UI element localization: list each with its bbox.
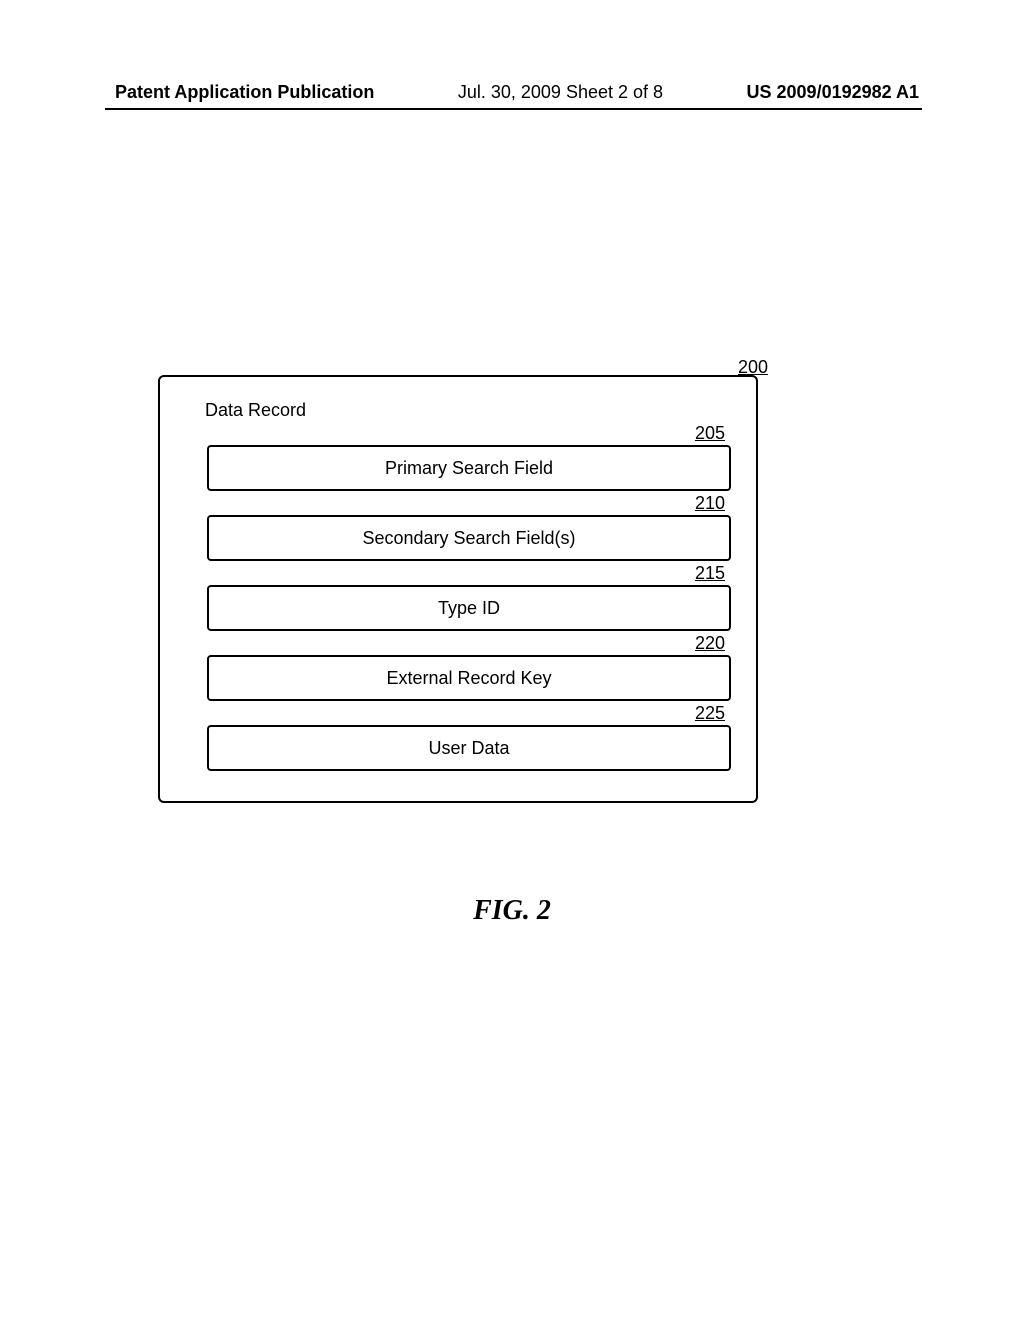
- header-center: Jul. 30, 2009 Sheet 2 of 8: [458, 82, 663, 103]
- diagram: 200 Data Record 205 Primary Search Field…: [158, 375, 758, 803]
- data-record-box: Data Record 205 Primary Search Field 210…: [158, 375, 758, 803]
- field-box: Type ID: [207, 585, 731, 631]
- field-ref-number: 225: [695, 703, 725, 724]
- figure-caption: FIG. 2: [0, 895, 1024, 927]
- field-wrap: 215 Type ID: [185, 585, 731, 631]
- header-rule: [105, 108, 922, 110]
- field-wrap: 205 Primary Search Field: [185, 445, 731, 491]
- patent-page: Patent Application Publication Jul. 30, …: [0, 0, 1024, 1320]
- field-ref-number: 220: [695, 633, 725, 654]
- field-wrap: 220 External Record Key: [185, 655, 731, 701]
- field-box: User Data: [207, 725, 731, 771]
- field-box: Secondary Search Field(s): [207, 515, 731, 561]
- field-box: External Record Key: [207, 655, 731, 701]
- header-right: US 2009/0192982 A1: [747, 82, 919, 103]
- data-record-title: Data Record: [205, 400, 731, 421]
- field-wrap: 225 User Data: [185, 725, 731, 771]
- field-box: Primary Search Field: [207, 445, 731, 491]
- field-ref-number: 205: [695, 423, 725, 444]
- field-ref-number: 210: [695, 493, 725, 514]
- header-left: Patent Application Publication: [115, 82, 374, 103]
- page-header: Patent Application Publication Jul. 30, …: [0, 82, 1024, 103]
- field-ref-number: 215: [695, 563, 725, 584]
- field-wrap: 210 Secondary Search Field(s): [185, 515, 731, 561]
